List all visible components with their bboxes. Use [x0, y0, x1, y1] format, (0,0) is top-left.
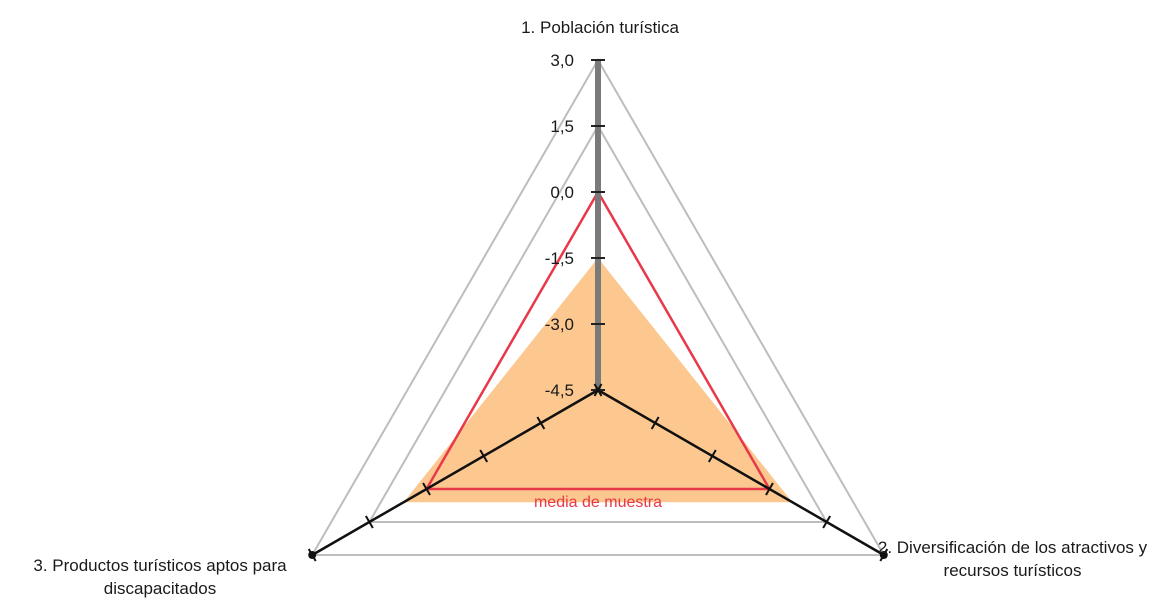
tick-label-4: -3,0	[545, 315, 574, 334]
axis-spoke-2	[597, 389, 885, 556]
axis-label-poblacion: 1. Población turística	[521, 18, 679, 37]
series-line-1	[424, 189, 772, 491]
series-labels: media de muestra	[534, 494, 662, 511]
tick-mark-3-4	[536, 416, 546, 430]
axis-label-diversificacion: 2. Diversificación de los atractivos y r…	[877, 538, 1148, 580]
tick-labels: 3,0 1,5 0,0 -1,5 -3,0 -4,5	[545, 51, 574, 400]
tick-label-0: 3,0	[550, 51, 574, 70]
tick-mark-2-3	[707, 449, 717, 463]
tick-label-5: -4,5	[545, 381, 574, 400]
axis-spoke-3	[311, 389, 599, 556]
tick-label-2: 0,0	[550, 183, 574, 202]
gridline-ring-0	[310, 58, 886, 556]
tick-mark-3-0	[307, 548, 317, 562]
tick-mark-3-3	[479, 449, 489, 463]
series-label-1: media de muestra	[534, 494, 662, 511]
tick-mark-2-0	[879, 548, 889, 562]
axis-lines	[307, 59, 889, 562]
tick-mark-2-4	[650, 416, 660, 430]
tick-label-3: -1,5	[545, 249, 574, 268]
tick-mark-2-1	[822, 515, 831, 529]
tick-mark-3-2	[422, 482, 431, 496]
gridline-ring-1	[367, 123, 829, 523]
axis-label-productos: 3. Productos turísticos aptos para disca…	[33, 556, 287, 598]
tick-mark-3-5	[593, 383, 603, 397]
tick-label-1: 1,5	[550, 117, 574, 136]
tick-mark-2-2	[765, 482, 774, 496]
tick-mark-3-1	[365, 515, 374, 529]
